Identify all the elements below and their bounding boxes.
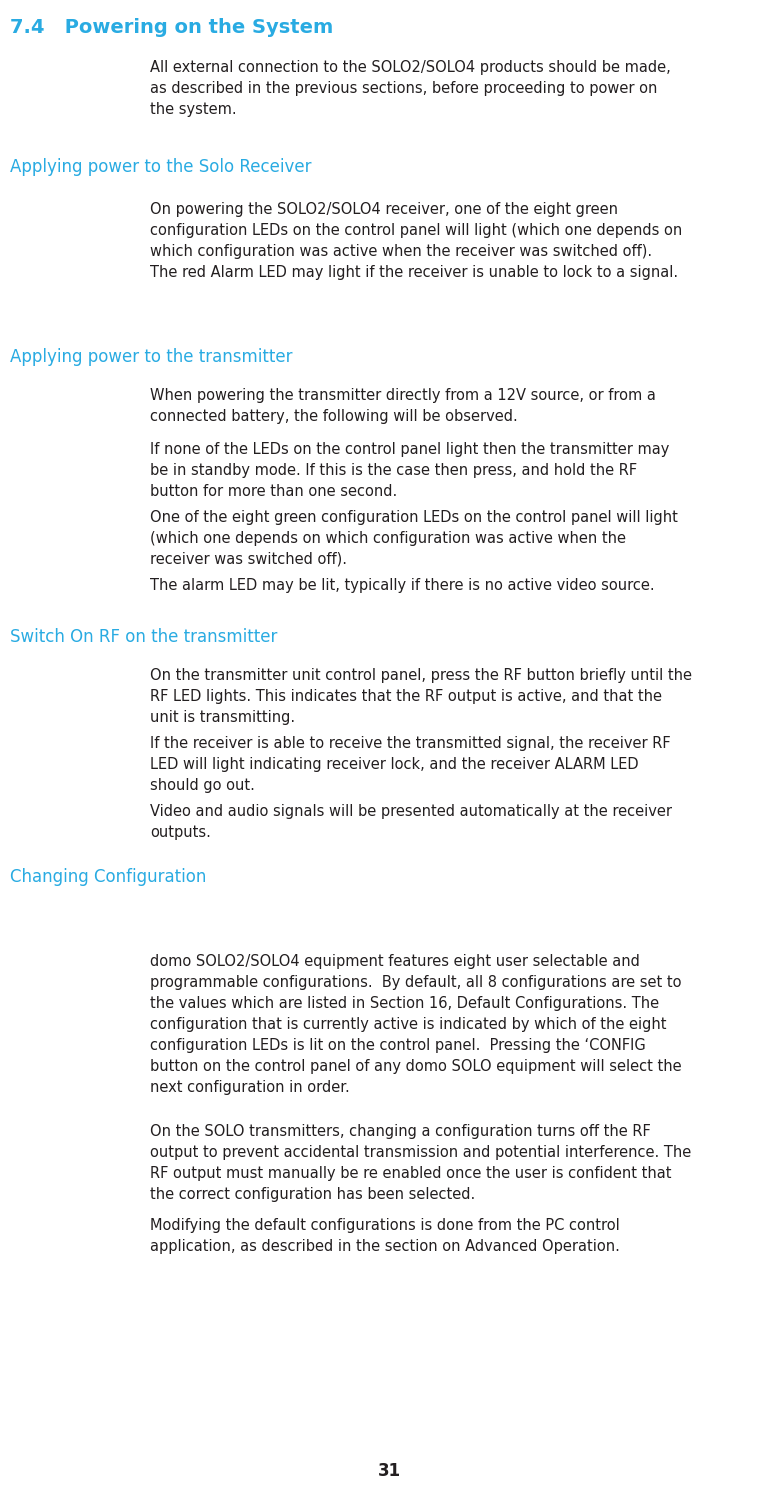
- Text: domo SOLO2/SOLO4 equipment features eight user selectable and
programmable confi: domo SOLO2/SOLO4 equipment features eigh…: [150, 954, 682, 1094]
- Text: Changing Configuration: Changing Configuration: [10, 869, 206, 887]
- Text: Video and audio signals will be presented automatically at the receiver
outputs.: Video and audio signals will be presente…: [150, 804, 672, 840]
- Text: 31: 31: [378, 1462, 401, 1480]
- Text: If the receiver is able to receive the transmitted signal, the receiver RF
LED w: If the receiver is able to receive the t…: [150, 736, 671, 792]
- Text: On the SOLO transmitters, changing a configuration turns off the RF
output to pr: On the SOLO transmitters, changing a con…: [150, 1124, 691, 1202]
- Text: 7.4   Powering on the System: 7.4 Powering on the System: [10, 18, 333, 37]
- Text: Applying power to the transmitter: Applying power to the transmitter: [10, 348, 292, 366]
- Text: The alarm LED may be lit, typically if there is no active video source.: The alarm LED may be lit, typically if t…: [150, 579, 654, 594]
- Text: All external connection to the SOLO2/SOLO4 products should be made,
as described: All external connection to the SOLO2/SOL…: [150, 60, 671, 117]
- Text: One of the eight green configuration LEDs on the control panel will light
(which: One of the eight green configuration LED…: [150, 510, 678, 567]
- Text: On the transmitter unit control panel, press the RF button briefly until the
RF : On the transmitter unit control panel, p…: [150, 668, 692, 725]
- Text: Applying power to the Solo Receiver: Applying power to the Solo Receiver: [10, 158, 312, 176]
- Text: Modifying the default configurations is done from the PC control
application, as: Modifying the default configurations is …: [150, 1218, 620, 1254]
- Text: Switch On RF on the transmitter: Switch On RF on the transmitter: [10, 628, 277, 646]
- Text: If none of the LEDs on the control panel light then the transmitter may
be in st: If none of the LEDs on the control panel…: [150, 443, 669, 499]
- Text: On powering the SOLO2/SOLO4 receiver, one of the eight green
configuration LEDs : On powering the SOLO2/SOLO4 receiver, on…: [150, 202, 682, 280]
- Text: When powering the transmitter directly from a 12V source, or from a
connected ba: When powering the transmitter directly f…: [150, 389, 656, 425]
